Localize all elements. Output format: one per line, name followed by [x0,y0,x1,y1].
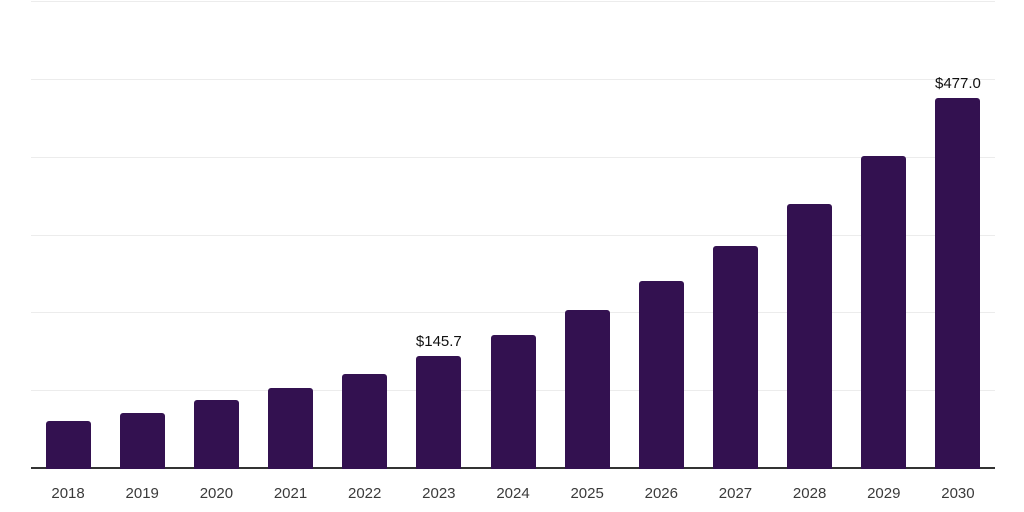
bar-2022 [342,373,388,469]
bar-2020 [193,400,239,469]
plot-area: $145.7 $477.0 [31,1,995,469]
x-tick-label-2027: 2027 [718,485,753,502]
gridline-400 [31,156,995,158]
x-tick-label-2025: 2025 [570,485,604,502]
bar-2027 [712,245,758,469]
x-tick-label-2023: 2023 [422,485,456,502]
x-tick-label-2024: 2024 [496,485,530,502]
gridline-500 [31,78,995,80]
bar-2025 [564,309,610,469]
x-tick-label-2030: 2030 [941,485,975,502]
x-tick-label-2028: 2028 [792,485,827,502]
bar-2024 [490,334,536,469]
x-tick-label-2026: 2026 [644,485,678,502]
bar-2029 [861,155,907,469]
x-tick-label-2021: 2021 [273,485,308,502]
bar-value-label-2023: $145.7 [415,332,462,350]
x-tick-label-2022: 2022 [348,485,382,502]
x-tick-label-2029: 2029 [867,485,901,502]
gridline-300 [31,234,995,236]
bar-2028 [787,204,833,469]
bar-2021 [268,387,314,469]
bar-2026 [638,280,684,469]
bar-2019 [119,412,165,469]
bar-value-label-2030: $477.0 [934,74,981,92]
gridline-600 [31,1,995,2]
x-tick-label-2018: 2018 [51,485,85,502]
gridline-200 [31,312,995,314]
x-tick-label-2019: 2019 [125,485,159,502]
x-tick-label-2020: 2020 [199,485,234,502]
bar-2018 [45,420,91,469]
bar-2030 [935,97,981,469]
bar-2023 [416,355,462,469]
